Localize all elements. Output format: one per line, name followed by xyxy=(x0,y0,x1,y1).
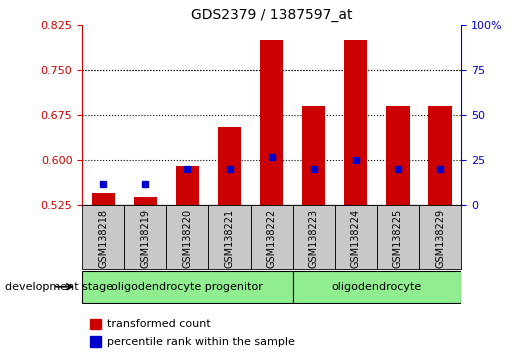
Text: GSM138224: GSM138224 xyxy=(351,209,361,268)
Bar xyxy=(335,205,377,269)
Bar xyxy=(251,205,293,269)
Bar xyxy=(386,106,410,205)
Bar xyxy=(90,336,101,347)
Text: GSM138220: GSM138220 xyxy=(182,209,192,268)
Text: transformed count: transformed count xyxy=(107,319,210,329)
Bar xyxy=(134,198,157,205)
Bar xyxy=(344,40,367,205)
Text: GSM138225: GSM138225 xyxy=(393,209,403,268)
Bar xyxy=(260,40,283,205)
Text: oligodendrocyte progenitor: oligodendrocyte progenitor xyxy=(111,282,263,292)
Text: GSM138229: GSM138229 xyxy=(435,209,445,268)
Bar xyxy=(176,166,199,205)
Text: development stage: development stage xyxy=(5,282,113,292)
Bar xyxy=(90,319,101,329)
Bar xyxy=(428,106,452,205)
Bar xyxy=(302,106,325,205)
Bar xyxy=(124,205,166,269)
Bar xyxy=(82,205,124,269)
Bar xyxy=(166,205,208,269)
Text: percentile rank within the sample: percentile rank within the sample xyxy=(107,337,295,347)
Text: oligodendrocyte: oligodendrocyte xyxy=(332,282,422,292)
Bar xyxy=(293,205,335,269)
Text: GSM138219: GSM138219 xyxy=(140,209,151,268)
Bar xyxy=(218,127,241,205)
Text: GSM138221: GSM138221 xyxy=(225,209,234,268)
Bar xyxy=(377,205,419,269)
Text: GSM138222: GSM138222 xyxy=(267,209,277,268)
Bar xyxy=(82,271,293,303)
Text: GSM138223: GSM138223 xyxy=(309,209,319,268)
Title: GDS2379 / 1387597_at: GDS2379 / 1387597_at xyxy=(191,8,352,22)
Bar xyxy=(419,205,461,269)
Text: GSM138218: GSM138218 xyxy=(98,209,108,268)
Bar xyxy=(293,271,461,303)
Bar xyxy=(208,205,251,269)
Bar xyxy=(92,193,115,205)
